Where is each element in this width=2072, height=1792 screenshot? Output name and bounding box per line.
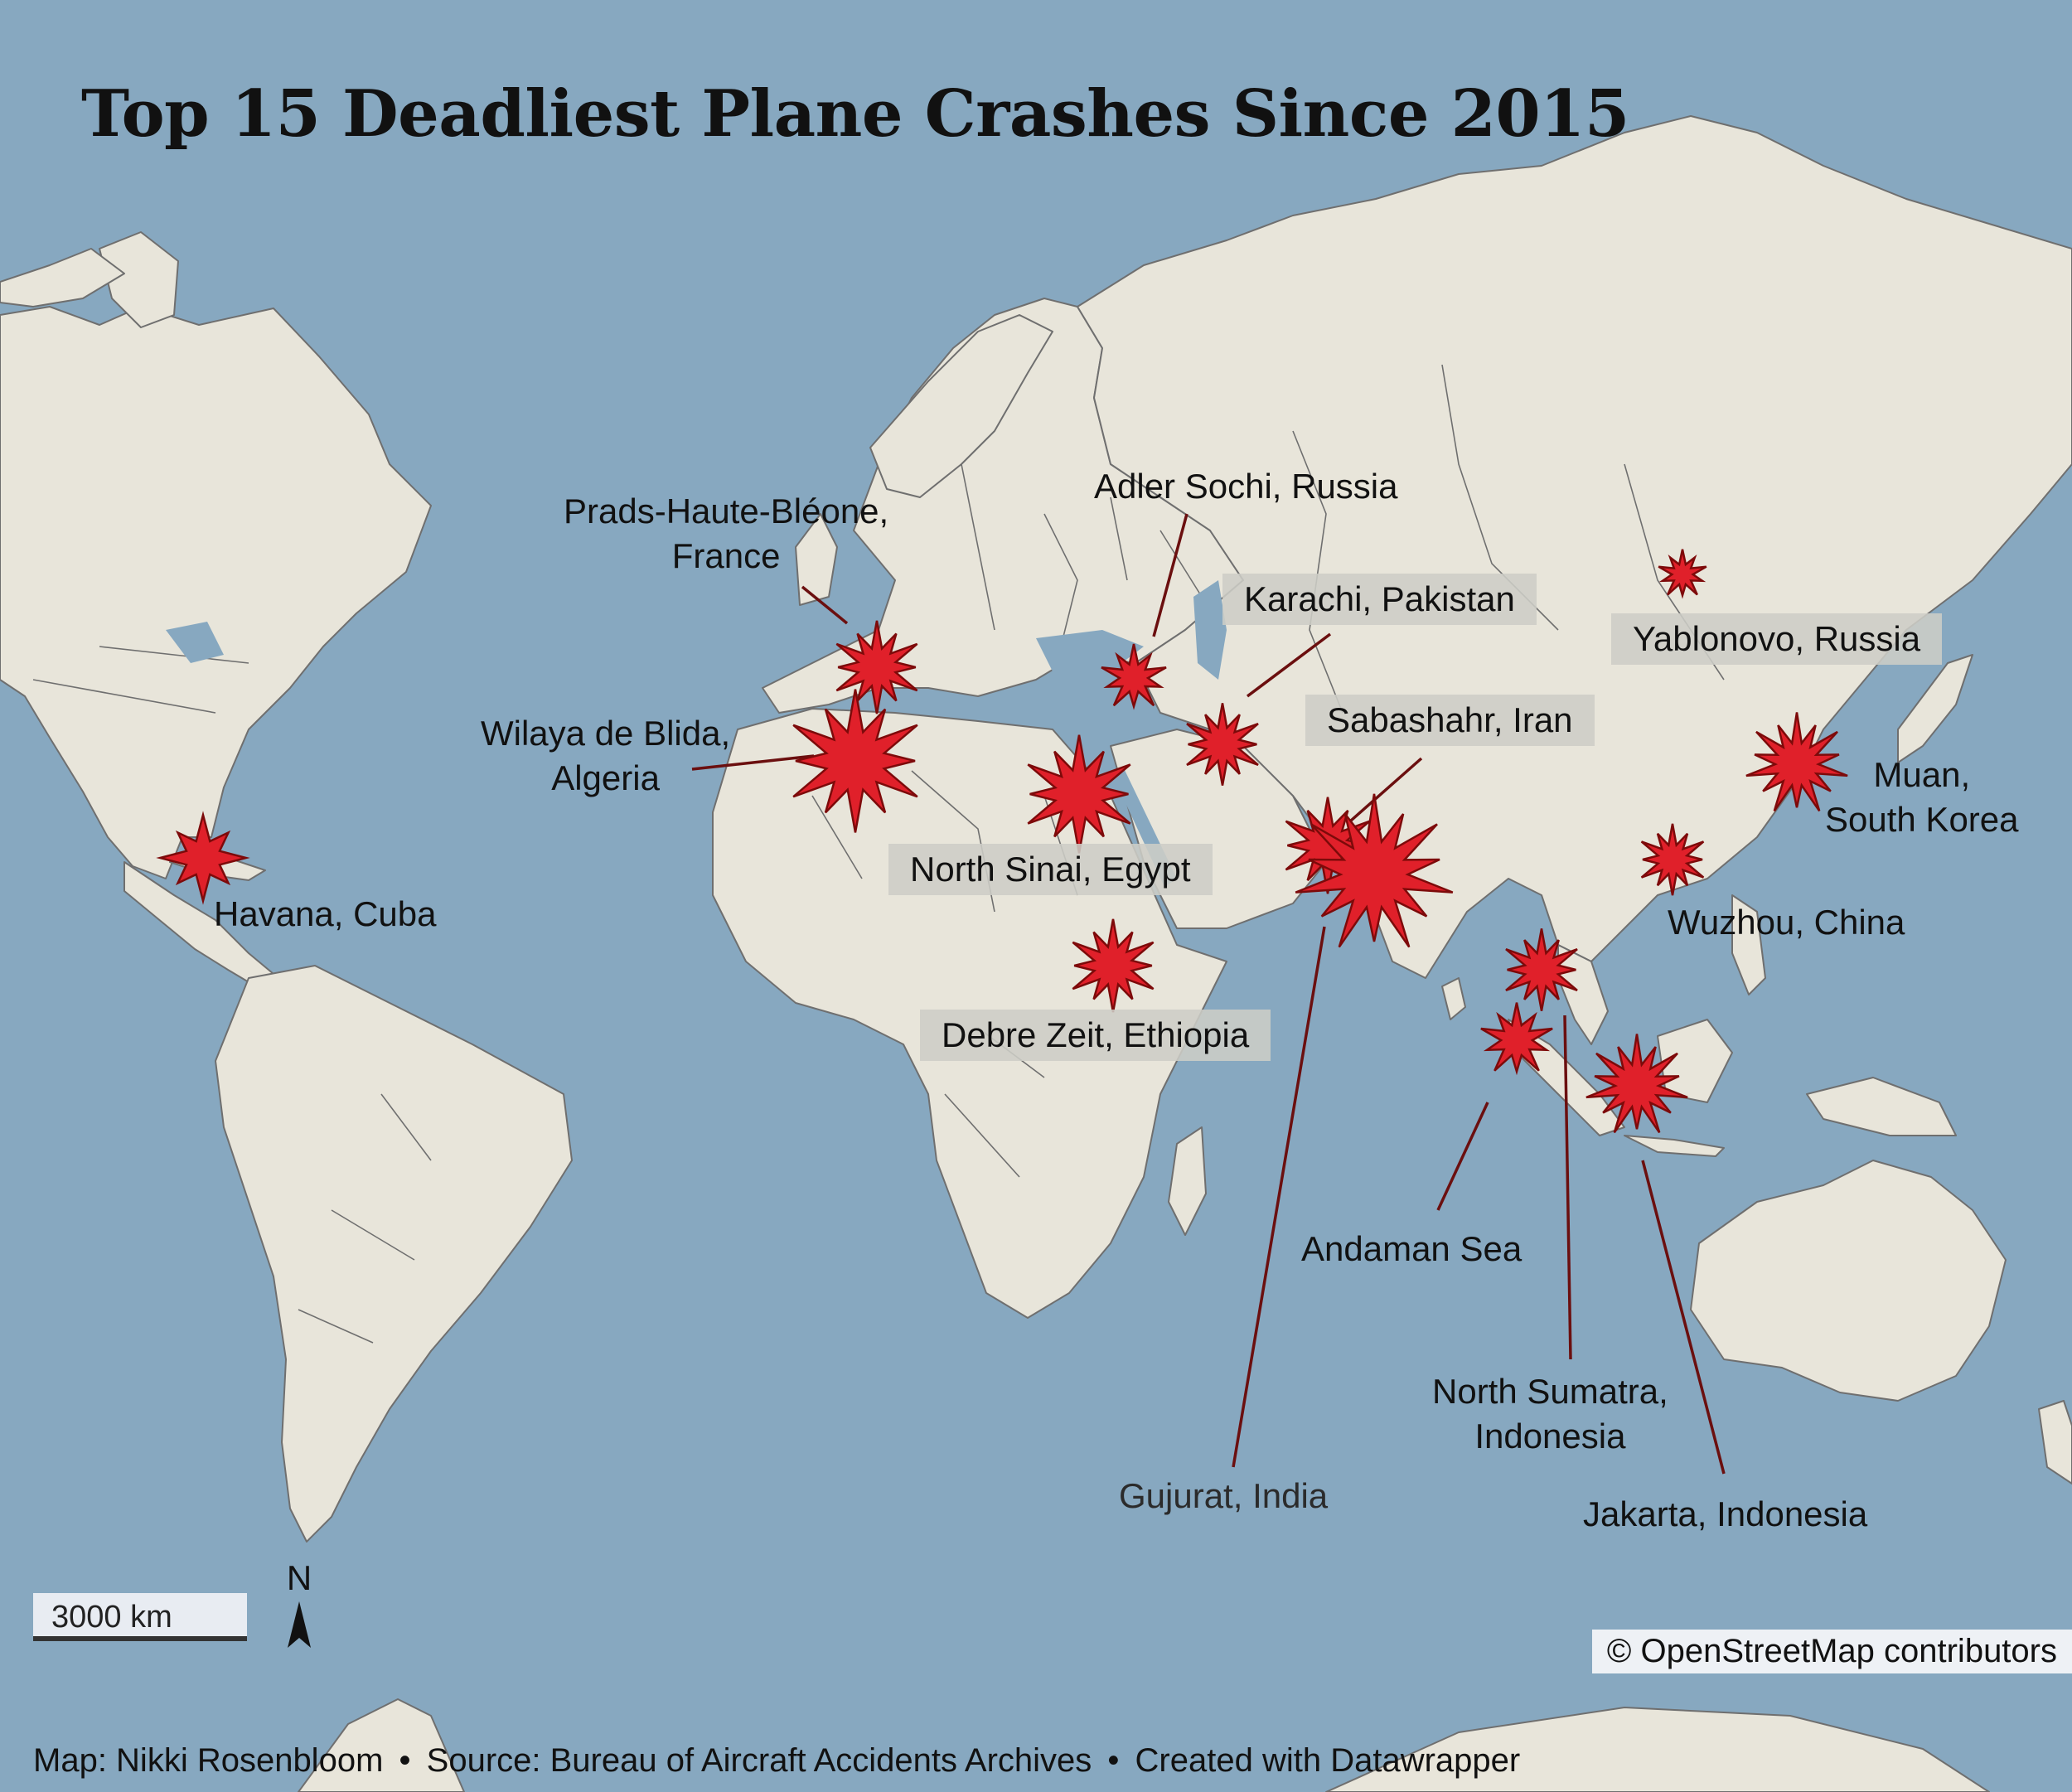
landmass-borneo (1657, 1019, 1733, 1103)
osm-attribution[interactable]: © OpenStreetMap contributors (1591, 1630, 2072, 1673)
crash-label-debre: Debre Zeit, Ethiopia (920, 1010, 1271, 1061)
north-arrow-icon (288, 1601, 311, 1648)
crash-label-havana: Havana, Cuba (214, 894, 437, 933)
landmass-philippines (1731, 894, 1766, 995)
crash-label-gujurat: Gujurat, India (1119, 1476, 1329, 1515)
crash-marker-gujurat[interactable] (1295, 793, 1454, 948)
landmass-new-zealand (2038, 1400, 2072, 1484)
leader-line-andaman (1436, 1102, 1489, 1211)
footer-separator: • (1107, 1742, 1120, 1779)
crash-marker-karachi[interactable] (1186, 703, 1259, 786)
landmass-greenland (99, 231, 179, 328)
crash-label-sochi: Adler Sochi, Russia (1094, 467, 1398, 506)
map-credit: Map: Nikki Rosenbloom (33, 1742, 384, 1779)
landmass-antarctica (298, 1698, 465, 1792)
great-lakes (166, 622, 224, 663)
leader-line-sochi (1152, 513, 1188, 637)
leader-line-prads (801, 585, 849, 625)
source-credit: Source: Bureau of Aircraft Accidents Arc… (426, 1742, 1092, 1779)
landmass-asia (1077, 115, 2072, 979)
north-arrow: N (278, 1558, 320, 1658)
footer-credits: Map: Nikki Rosenbloom • Source: Bureau o… (33, 1742, 1520, 1780)
landmass-north-america (0, 306, 432, 879)
crash-label-blida: Wilaya de Blida, Algeria (481, 714, 731, 797)
landmass-madagascar (1168, 1126, 1207, 1236)
leader-line-jakarta (1641, 1160, 1726, 1475)
landmass-antarctica-east (1325, 1707, 1990, 1792)
landmass-java (1624, 1135, 1725, 1157)
leader-lines (691, 513, 1726, 1475)
leader-line-sabashahr (1349, 757, 1423, 822)
crash-label-karachi: Karachi, Pakistan (1222, 574, 1537, 625)
crash-marker-yablonovo[interactable] (1658, 549, 1707, 599)
landmass-sri-lanka (1441, 977, 1466, 1020)
crash-marker-sumatra[interactable] (1505, 928, 1578, 1011)
crash-label-sumatra: North Sumatra, Indonesia (1432, 1372, 1668, 1455)
crash-label-sabashahr: Sabashahr, Iran (1305, 695, 1595, 746)
landmass-south-america (215, 965, 573, 1543)
leader-line-blida (691, 754, 815, 771)
map-title: Top 15 Deadliest Plane Crashes Since 201… (81, 76, 1629, 152)
landmass-japan (1897, 654, 1973, 763)
crash-marker-blida[interactable] (792, 689, 918, 833)
crash-label-sinai: North Sinai, Egypt (888, 844, 1213, 895)
landmass-canada-islands (0, 248, 125, 308)
scale-label: 3000 km (51, 1600, 172, 1635)
crash-marker-muan[interactable] (1745, 712, 1848, 812)
crash-marker-andaman[interactable] (1480, 1002, 1553, 1076)
leader-line-sumatra (1563, 1015, 1572, 1360)
crash-marker-sochi[interactable] (1101, 643, 1167, 710)
landmass-new-guinea (1806, 1077, 1957, 1136)
crash-marker-havana[interactable] (156, 811, 250, 905)
leader-line-karachi (1246, 632, 1332, 698)
landmass-scandinavia (869, 314, 1053, 498)
crash-label-yablonovo: Yablonovo, Russia (1611, 613, 1943, 665)
tool-credit[interactable]: Created with Datawrapper (1135, 1742, 1521, 1779)
crash-label-prads: Prads-Haute-Bléone, France (564, 492, 889, 575)
crash-label-wuzhou: Wuzhou, China (1668, 903, 1905, 942)
crash-label-muan: Muan, South Korea (1825, 755, 2019, 839)
crash-marker-jakarta[interactable] (1585, 1034, 1688, 1134)
caspian-sea (1193, 580, 1227, 680)
crash-marker-prads[interactable] (835, 620, 918, 714)
landmass-australia (1690, 1160, 2007, 1402)
black-sea (1036, 630, 1144, 671)
footer-separator: • (399, 1742, 411, 1779)
crash-label-andaman: Andaman Sea (1301, 1229, 1523, 1268)
leader-line-gujurat (1232, 926, 1326, 1468)
scale-bar: 3000 km (33, 1593, 247, 1641)
north-label: N (286, 1558, 312, 1597)
landmass-uk (795, 513, 838, 606)
crash-marker-wuzhou[interactable] (1640, 823, 1705, 896)
crash-label-jakarta: Jakarta, Indonesia (1583, 1494, 1868, 1533)
crash-markers (156, 549, 1848, 1134)
